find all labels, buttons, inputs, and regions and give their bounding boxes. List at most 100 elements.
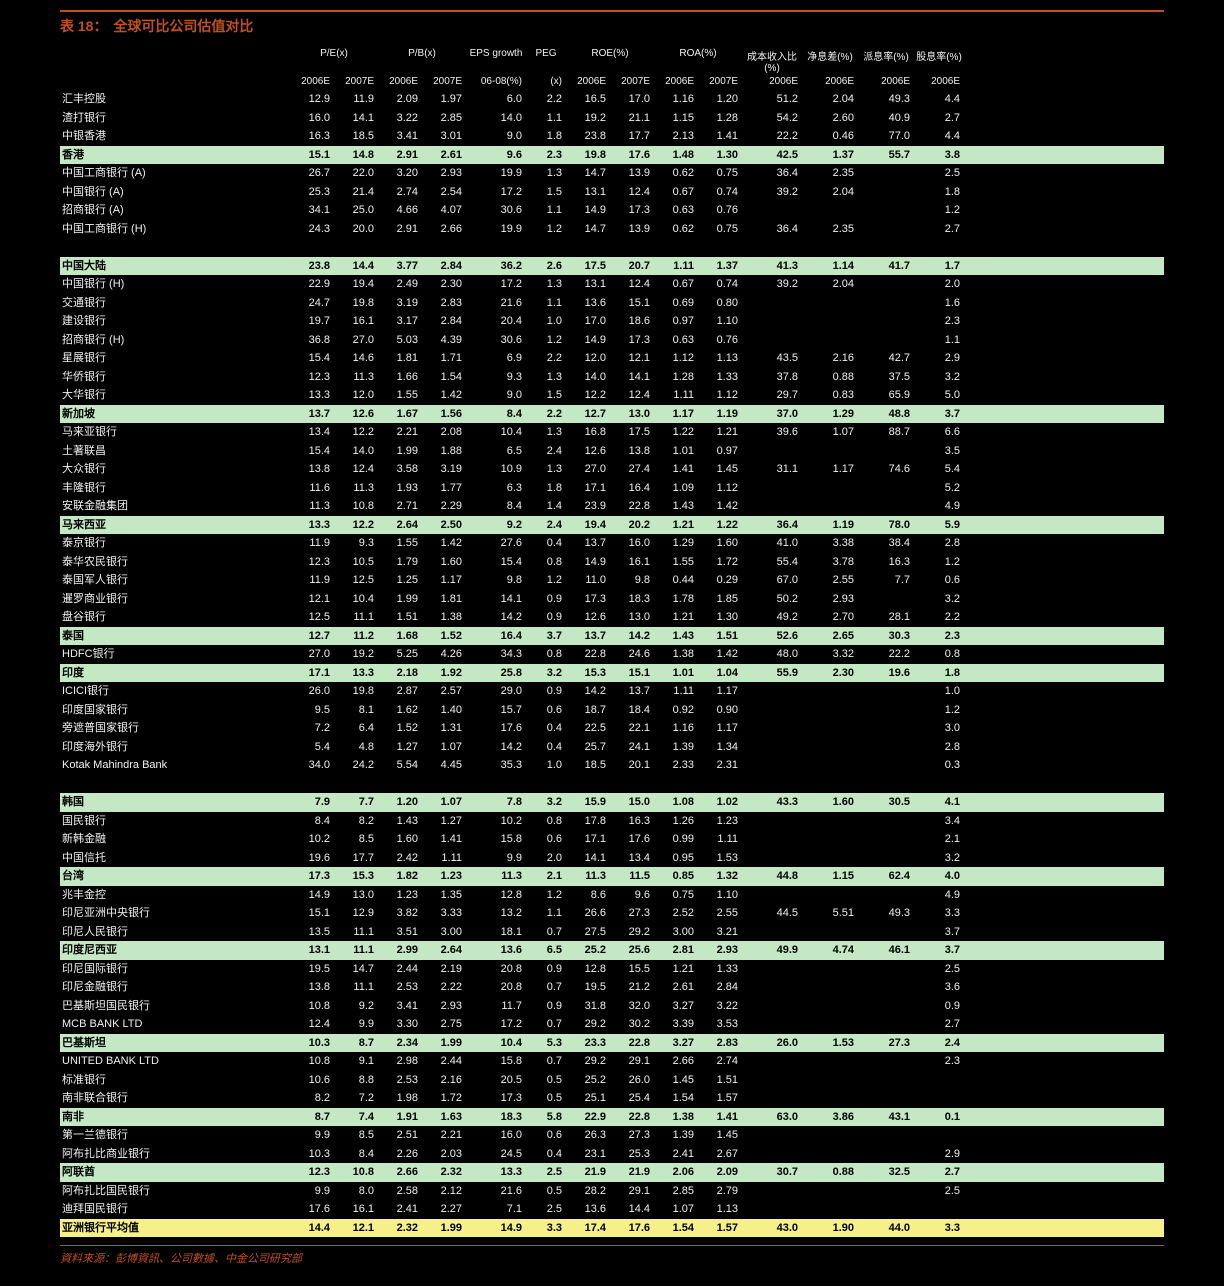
row-label: 南非 [60,1108,290,1127]
table-row: 招商银行 (A)34.125.04.664.0730.61.114.917.30… [60,201,1164,220]
cell: 2.3 [526,146,566,165]
row-label: 台湾 [60,867,290,886]
cell: 14.7 [334,960,378,979]
cell: 13.8 [610,442,654,461]
cell: 9.3 [334,534,378,553]
cell: 1.27 [422,812,466,831]
cell: 15.4 [466,553,526,572]
cell: 2.4 [526,516,566,535]
cell: 1.2 [526,886,566,905]
cell: 2.83 [422,294,466,313]
cell: 11.3 [290,497,334,516]
table-header-top: P/E(x)P/B(x)EPS growthPEGROE(%)ROA(%)成本收… [60,48,1164,76]
cell: 3.82 [378,904,422,923]
cell: 20.8 [466,960,526,979]
cell: 17.5 [566,257,610,276]
cell: 12.2 [334,423,378,442]
cell: 2.85 [422,109,466,128]
cell: 13.2 [466,904,526,923]
cell: 16.0 [290,109,334,128]
cell: 1.0 [526,756,566,775]
column-header: 2006E [858,76,914,87]
cell: 1.43 [378,812,422,831]
cell: 50.2 [742,590,802,609]
cell: 0.4 [526,738,566,757]
cell: 2.09 [698,1163,742,1182]
cell: 2.58 [378,1182,422,1201]
cell: 1.39 [654,738,698,757]
column-header [60,76,290,87]
table-row: 国民银行8.48.21.431.2710.20.817.816.31.261.2… [60,812,1164,831]
cell: 8.4 [290,812,334,831]
cell: 1.99 [422,1034,466,1053]
cell: 17.0 [610,90,654,109]
cell: 2.54 [422,183,466,202]
column-header-group: P/B(x) [378,48,466,74]
cell: 1.07 [422,793,466,812]
cell: 1.30 [698,608,742,627]
cell: 8.1 [334,701,378,720]
cell: 14.9 [566,553,610,572]
row-label: 印尼国际银行 [60,960,290,979]
cell: 6.6 [914,423,964,442]
cell: 17.1 [566,830,610,849]
table-row: 中银香港16.318.53.413.019.01.823.817.72.131.… [60,127,1164,146]
cell: 2.2 [526,349,566,368]
cell [698,238,742,257]
cell: 1.54 [422,368,466,387]
cell: 2.8 [914,738,964,757]
cell: 1.8 [526,127,566,146]
cell: 25.2 [566,1071,610,1090]
cell: 1.12 [698,386,742,405]
cell: 28.1 [858,608,914,627]
cell: 0.83 [802,386,858,405]
cell: 1.91 [378,1108,422,1127]
cell: 14.2 [466,608,526,627]
cell: 3.30 [378,1015,422,1034]
cell: 3.8 [914,146,964,165]
cell: 25.3 [610,1145,654,1164]
row-label: 中国银行 (A) [60,183,290,202]
cell [526,238,566,257]
cell [742,701,802,720]
table-row [60,775,1164,794]
cell: 1.38 [654,645,698,664]
cell: 12.4 [610,275,654,294]
cell: 2.93 [802,590,858,609]
cell: 1.17 [654,405,698,424]
cell: 15.4 [290,442,334,461]
cell: 1.09 [654,479,698,498]
cell: 1.02 [698,793,742,812]
cell: 2.55 [698,904,742,923]
cell [802,312,858,331]
cell: 55.7 [858,146,914,165]
cell: 2.93 [422,164,466,183]
cell: 49.3 [858,904,914,923]
cell: 2.66 [654,1052,698,1071]
cell: 2.7 [914,109,964,128]
cell: 1.11 [422,849,466,868]
cell: 1.41 [698,1108,742,1127]
cell: 1.23 [698,812,742,831]
cell: 14.1 [334,109,378,128]
cell: 6.0 [466,90,526,109]
cell: 29.1 [610,1182,654,1201]
cell: 1.15 [654,109,698,128]
cell: 3.20 [378,164,422,183]
cell: 1.40 [422,701,466,720]
cell: 2.75 [422,1015,466,1034]
cell: 14.1 [566,849,610,868]
cell: 1.38 [654,1108,698,1127]
table-row: 旁遮普国家银行7.26.41.521.3117.60.422.522.11.16… [60,719,1164,738]
cell: 22.5 [566,719,610,738]
cell: 2.19 [422,960,466,979]
cell: 22.9 [566,1108,610,1127]
table-row: 泰国12.711.21.681.5216.43.713.714.21.431.5… [60,627,1164,646]
cell: 29.2 [566,1052,610,1071]
cell: 46.1 [858,941,914,960]
table-row: 星展银行15.414.61.811.716.92.212.012.11.121.… [60,349,1164,368]
cell: 1.51 [698,1071,742,1090]
cell: 19.8 [566,146,610,165]
cell: 11.1 [334,923,378,942]
cell: 19.4 [566,516,610,535]
